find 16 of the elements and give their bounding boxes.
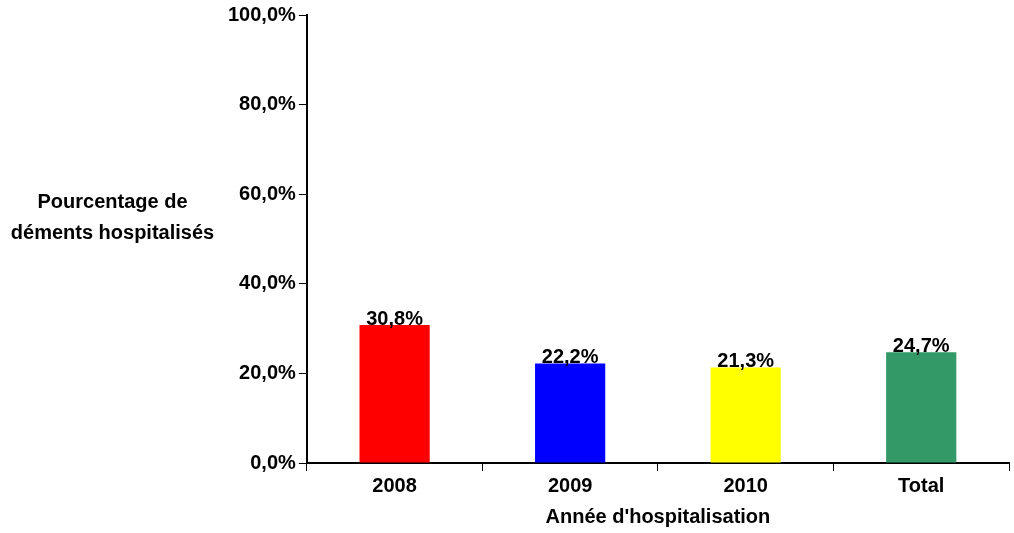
y-axis-title: Pourcentage de déments hospitalisés xyxy=(9,189,216,245)
x-tick-label: Total xyxy=(898,473,945,496)
x-tick-label: 2010 xyxy=(723,473,768,496)
y-tick-label: 20,0% xyxy=(239,360,297,383)
y-tick-label: 60,0% xyxy=(239,181,297,204)
data-label: 21,3% xyxy=(717,349,775,372)
y-tick-label: 80,0% xyxy=(239,92,297,115)
data-label: 24,7% xyxy=(892,333,950,356)
x-tick-label: 2008 xyxy=(372,473,417,496)
x-axis-title: Année d'hospitalisation xyxy=(545,504,771,527)
x-tick-label: 2009 xyxy=(547,473,593,496)
data-label: 30,8% xyxy=(366,306,424,329)
y-tick-label: 0,0% xyxy=(250,450,297,473)
y-tick-label: 100,0% xyxy=(227,2,297,25)
data-label: 22,2% xyxy=(541,345,599,368)
y-tick-label: 40,0% xyxy=(239,271,297,294)
